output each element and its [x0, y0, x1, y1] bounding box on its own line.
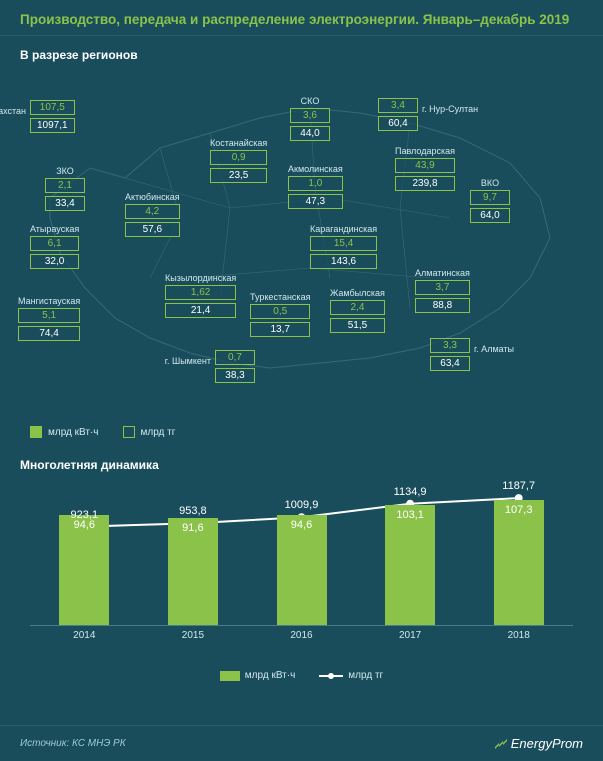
section-dynamics-title: Многолетняя динамика: [0, 446, 603, 478]
region-tg: 32,0: [30, 254, 79, 269]
region-kwh: 43,9: [395, 158, 455, 173]
region-Актюбинская: Актюбинская4,257,6: [125, 192, 180, 240]
legend-tg-label: млрд тг: [141, 427, 176, 438]
page-title: Производство, передача и распределение э…: [20, 12, 583, 27]
region-tg: 13,7: [250, 322, 310, 337]
region-г. Алматы: г. Алматы3,363,4: [430, 338, 470, 374]
chart-legend-bar-label: млрд кВт·ч: [245, 670, 296, 681]
region-kwh: 6,1: [30, 236, 79, 251]
bar-2017: 103,1: [385, 505, 435, 625]
x-label-2016: 2016: [290, 630, 312, 641]
region-kwh: 107,5: [30, 100, 75, 115]
region-tg: 33,4: [45, 196, 85, 211]
region-Мангистауская: Мангистауская5,174,4: [18, 296, 80, 344]
bar-2015: 91,6: [168, 518, 218, 625]
region-Акмолинская: Акмолинская1,047,3: [288, 164, 343, 212]
region-г. Шымкент: г. Шымкент0,738,3: [215, 350, 255, 386]
region-ЗКО: ЗКО2,133,4: [45, 166, 85, 214]
region-Алматинская: Алматинская3,788,8: [415, 268, 470, 316]
bar-2014: 94,6: [59, 515, 109, 625]
legend-tg: млрд тг: [123, 426, 176, 438]
map-area: Казахстан107,51097,1ЗКО2,133,4Атырауская…: [0, 68, 603, 418]
legend-bar-icon: [220, 671, 240, 681]
chart-area: 94,6 91,6 94,6 103,1 107,3 923,1 953,8 1009,9 11…: [0, 478, 603, 689]
region-Жамбылская: Жамбылская2,451,5: [330, 288, 385, 336]
region-tg: 63,4: [430, 356, 470, 371]
region-tg: 23,5: [210, 168, 267, 183]
line-label-2015: 953,8: [179, 505, 207, 517]
bar-2016: 94,6: [277, 515, 327, 625]
region-Казахстан: Казахстан107,51097,1: [30, 100, 75, 136]
region-tg: 47,3: [288, 194, 343, 209]
region-tg: 44,0: [290, 126, 330, 141]
region-kwh: 4,2: [125, 204, 180, 219]
region-г. Нур-Султан: г. Нур-Султан3,460,4: [378, 98, 418, 134]
legend-kwh-label: млрд кВт·ч: [48, 427, 99, 438]
region-kwh: 1,62: [165, 285, 236, 300]
brand-text: EnergyProm: [511, 736, 583, 751]
legend-kwh: млрд кВт·ч: [30, 426, 99, 438]
chart-legend: млрд кВт·ч млрд тг: [30, 644, 573, 681]
region-tg: 1097,1: [30, 118, 75, 133]
region-kwh: 9,7: [470, 190, 510, 205]
region-Кызылординская: Кызылординская1,6221,4: [165, 273, 236, 321]
line-label-2018: 1187,7: [502, 480, 535, 492]
region-tg: 239,8: [395, 176, 455, 191]
source-text: Источник: КС МНЭ РК: [20, 738, 126, 749]
section-regions-title: В разрезе регионов: [0, 36, 603, 68]
region-kwh: 2,4: [330, 300, 385, 315]
region-Павлодарская: Павлодарская43,9239,8: [395, 146, 455, 194]
line-label-2016: 1009,9: [285, 499, 319, 511]
region-ВКО: ВКО9,764,0: [470, 178, 510, 226]
region-tg: 74,4: [18, 326, 80, 341]
region-Костанайская: Костанайская0,923,5: [210, 138, 267, 186]
region-tg: 51,5: [330, 318, 385, 333]
brand: EnergyProm: [494, 736, 583, 751]
region-tg: 64,0: [470, 208, 510, 223]
region-tg: 88,8: [415, 298, 470, 313]
line-label-2017: 1134,9: [394, 486, 427, 498]
region-Туркестанская: Туркестанская0,513,7: [250, 292, 310, 340]
region-kwh: 3,3: [430, 338, 470, 353]
region-kwh: 0,5: [250, 304, 310, 319]
chart-legend-line-label: млрд тг: [348, 670, 383, 681]
region-Атырауская: Атырауская6,132,0: [30, 224, 79, 272]
chart-legend-line: млрд тг: [319, 670, 383, 681]
region-kwh: 5,1: [18, 308, 80, 323]
legend-square-filled-icon: [30, 426, 42, 438]
x-label-2018: 2018: [508, 630, 530, 641]
x-label-2014: 2014: [73, 630, 95, 641]
legend-line-icon: [319, 675, 343, 677]
region-kwh: 0,7: [215, 350, 255, 365]
legend-square-outline-icon: [123, 426, 135, 438]
footer: Источник: КС МНЭ РК EnergyProm: [0, 725, 603, 761]
region-kwh: 15,4: [310, 236, 377, 251]
region-kwh: 2,1: [45, 178, 85, 193]
brand-arrows-icon: [494, 737, 508, 751]
region-Карагандинская: Карагандинская15,4143,6: [310, 224, 377, 272]
region-kwh: 0,9: [210, 150, 267, 165]
region-tg: 21,4: [165, 303, 236, 318]
x-label-2017: 2017: [399, 630, 421, 641]
dynamics-chart: 94,6 91,6 94,6 103,1 107,3 923,1 953,8 1009,9 11…: [30, 486, 573, 626]
line-label-2014: 923,1: [71, 509, 99, 521]
x-label-2015: 2015: [182, 630, 204, 641]
region-kwh: 3,7: [415, 280, 470, 295]
header: Производство, передача и распределение э…: [0, 0, 603, 36]
region-tg: 57,6: [125, 222, 180, 237]
map-legend: млрд кВт·ч млрд тг: [0, 418, 603, 446]
region-tg: 143,6: [310, 254, 377, 269]
region-tg: 60,4: [378, 116, 418, 131]
x-axis: 2014 2015 2016 2017 2018: [30, 626, 573, 644]
bar-2018: 107,3: [494, 500, 544, 625]
region-kwh: 1,0: [288, 176, 343, 191]
region-СКО: СКО3,644,0: [290, 96, 330, 144]
region-kwh: 3,4: [378, 98, 418, 113]
chart-legend-bar: млрд кВт·ч: [220, 670, 296, 681]
region-tg: 38,3: [215, 368, 255, 383]
region-kwh: 3,6: [290, 108, 330, 123]
